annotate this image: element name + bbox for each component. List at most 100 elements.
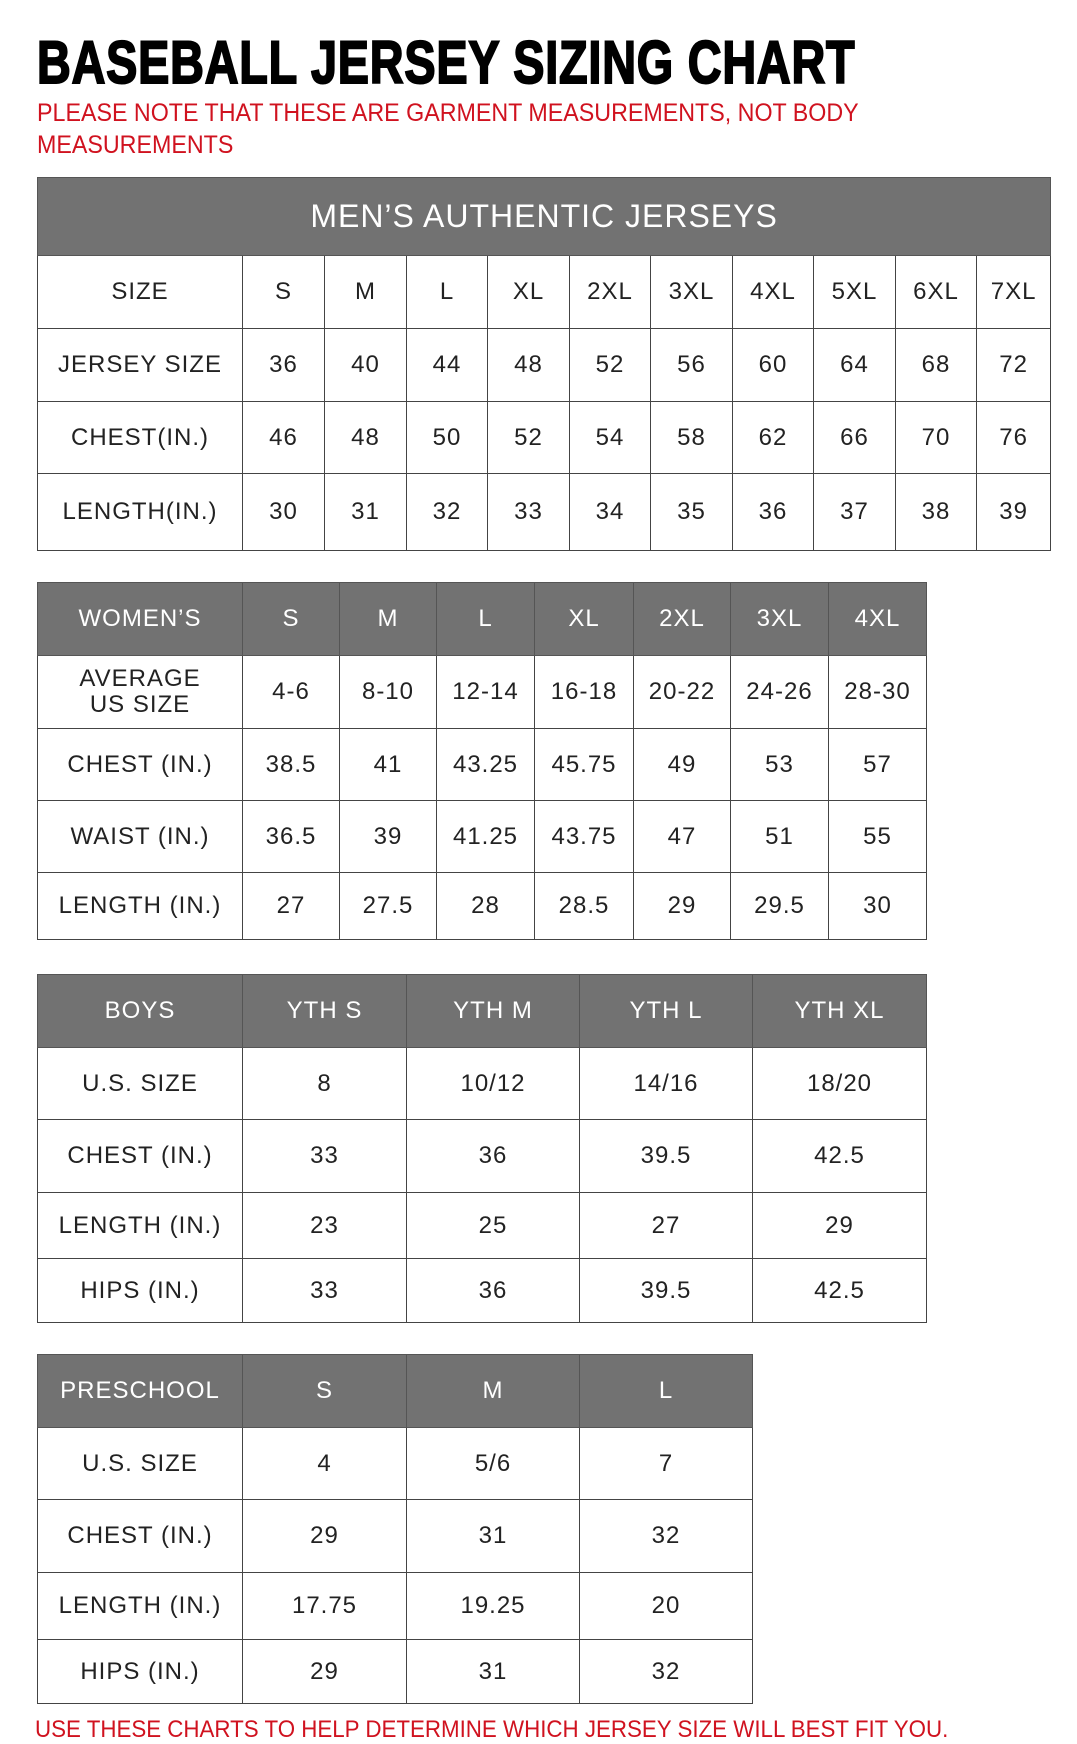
size-header-cell: XL	[534, 582, 634, 656]
table-cell: 23	[242, 1192, 407, 1259]
table-cell: 38.5	[242, 728, 340, 801]
table-cell: 49	[633, 728, 731, 801]
table-cell: 27	[242, 872, 340, 940]
table-cell: 53	[730, 728, 829, 801]
table-cell: 14/16	[579, 1047, 753, 1120]
table-cell: 42.5	[752, 1119, 927, 1193]
table-cell: 52	[569, 328, 651, 402]
size-header-cell: 2XL	[633, 582, 731, 656]
table-cell: 46	[242, 401, 325, 474]
table-cell: 40	[324, 328, 407, 402]
table-row: U.S. SIZE 8 10/12 14/16 18/20	[37, 1047, 927, 1120]
table-cell: 18/20	[752, 1047, 927, 1120]
table-cell: 36	[406, 1119, 580, 1193]
table-cell: 19.25	[406, 1572, 580, 1640]
womens-sizing-table: WOMEN’S S M L XL 2XL 3XL 4XL AVERAGE US SIZE 4-6 8…	[37, 582, 927, 940]
table-cell: 7	[579, 1427, 753, 1500]
table-cell: 55	[828, 800, 927, 873]
table-row: AVERAGE US SIZE 4-6 8-10 12-14 16-18 20-22 24-…	[37, 655, 927, 729]
table-row: CHEST (IN.) 29 31 32	[37, 1499, 753, 1573]
table-cell: 68	[895, 328, 977, 402]
table-cell: 16-18	[534, 655, 634, 729]
table-cell: 31	[406, 1639, 580, 1704]
table-cell: 33	[242, 1258, 407, 1323]
table-cell: 43.75	[534, 800, 634, 873]
size-header-cell: YTH L	[579, 974, 753, 1048]
size-header-cell: YTH M	[406, 974, 580, 1048]
size-header-cell: YTH XL	[752, 974, 927, 1048]
table-cell: 38	[895, 473, 977, 551]
row-label: WAIST (IN.)	[37, 800, 243, 873]
table-row: LENGTH (IN.) 27 27.5 28 28.5 29 29.5 30	[37, 872, 927, 940]
table-cell: 20	[579, 1572, 753, 1640]
table-cell: 4	[242, 1427, 407, 1500]
table-cell: 8-10	[339, 655, 437, 729]
table-cell: 48	[487, 328, 570, 402]
table-cell: 10/12	[406, 1047, 580, 1120]
table-row: LENGTH(IN.) 30 31 32 33 34 35 36 37 38 39	[37, 473, 1052, 551]
row-label: HIPS (IN.)	[37, 1258, 243, 1323]
table-cell: 47	[633, 800, 731, 873]
row-label: LENGTH(IN.)	[37, 473, 243, 551]
table-cell: S	[242, 255, 325, 329]
table-row: WAIST (IN.) 36.5 39 41.25 43.75 47 51 55	[37, 800, 927, 873]
table-cell: 7XL	[975, 255, 1052, 329]
size-header-cell: 3XL	[730, 582, 829, 656]
table-cell: 58	[650, 401, 733, 474]
table-row: SIZE S M L XL 2XL 3XL 4XL 5XL 6XL 7XL	[37, 255, 1052, 329]
table-cell: 36	[406, 1258, 580, 1323]
table-cell: 29	[242, 1639, 407, 1704]
table-cell: 76	[975, 401, 1052, 474]
row-label: AVERAGE US SIZE	[37, 655, 243, 729]
row-label: HIPS (IN.)	[37, 1639, 243, 1704]
table-cell: 28.5	[534, 872, 634, 940]
size-header-cell: M	[339, 582, 437, 656]
table-banner-row: MEN’S AUTHENTIC JERSEYS	[36, 177, 1052, 256]
table-cell: 6XL	[895, 255, 977, 329]
table-cell: 39	[339, 800, 437, 873]
table-cell: 36.5	[242, 800, 340, 873]
size-header-cell: YTH S	[242, 974, 407, 1048]
table-cell: 24-26	[730, 655, 829, 729]
garment-measurement-note: PLEASE NOTE THAT THESE ARE GARMENT MEASU…	[37, 99, 859, 159]
table-title-cell: BOYS	[37, 974, 243, 1048]
table-cell: L	[406, 255, 488, 329]
table-cell: 27	[579, 1192, 753, 1259]
table-row: LENGTH (IN.) 23 25 27 29	[37, 1192, 927, 1259]
table-cell: 39.5	[579, 1119, 753, 1193]
table-row: JERSEY SIZE 36 40 44 48 52 56 60 64 68 72	[37, 328, 1052, 402]
table-cell: 31	[324, 473, 407, 551]
table-row: CHEST(IN.) 46 48 50 52 54 58 62 66 70 76	[37, 401, 1052, 474]
row-label: U.S. SIZE	[37, 1427, 243, 1500]
table-cell: 50	[406, 401, 488, 474]
table-cell: 34	[569, 473, 651, 551]
table-cell: 29.5	[730, 872, 829, 940]
table-cell: 48	[324, 401, 407, 474]
table-row: CHEST (IN.) 38.5 41 43.25 45.75 49 53 57	[37, 728, 927, 801]
table-cell: 62	[732, 401, 814, 474]
table-cell: 25	[406, 1192, 580, 1259]
table-banner: MEN’S AUTHENTIC JERSEYS	[36, 177, 1052, 256]
size-header-cell: 4XL	[828, 582, 927, 656]
table-cell: 70	[895, 401, 977, 474]
row-label: CHEST (IN.)	[37, 1499, 243, 1573]
row-label: CHEST (IN.)	[37, 728, 243, 801]
table-cell: 32	[579, 1639, 753, 1704]
row-label: LENGTH (IN.)	[37, 1572, 243, 1640]
table-cell: 32	[406, 473, 488, 551]
table-header-row: WOMEN’S S M L XL 2XL 3XL 4XL	[37, 582, 927, 656]
table-cell: 27.5	[339, 872, 437, 940]
row-label: LENGTH (IN.)	[37, 1192, 243, 1259]
table-cell: 41	[339, 728, 437, 801]
size-header-cell: L	[579, 1354, 753, 1428]
table-cell: 28	[436, 872, 535, 940]
table-row: CHEST (IN.) 33 36 39.5 42.5	[37, 1119, 927, 1193]
table-cell: 33	[242, 1119, 407, 1193]
row-label: CHEST(IN.)	[37, 401, 243, 474]
table-cell: 64	[813, 328, 896, 402]
table-cell: 37	[813, 473, 896, 551]
table-cell: 36	[242, 328, 325, 402]
table-cell: 72	[975, 328, 1052, 402]
table-cell: 32	[579, 1499, 753, 1573]
row-label: CHEST (IN.)	[37, 1119, 243, 1193]
